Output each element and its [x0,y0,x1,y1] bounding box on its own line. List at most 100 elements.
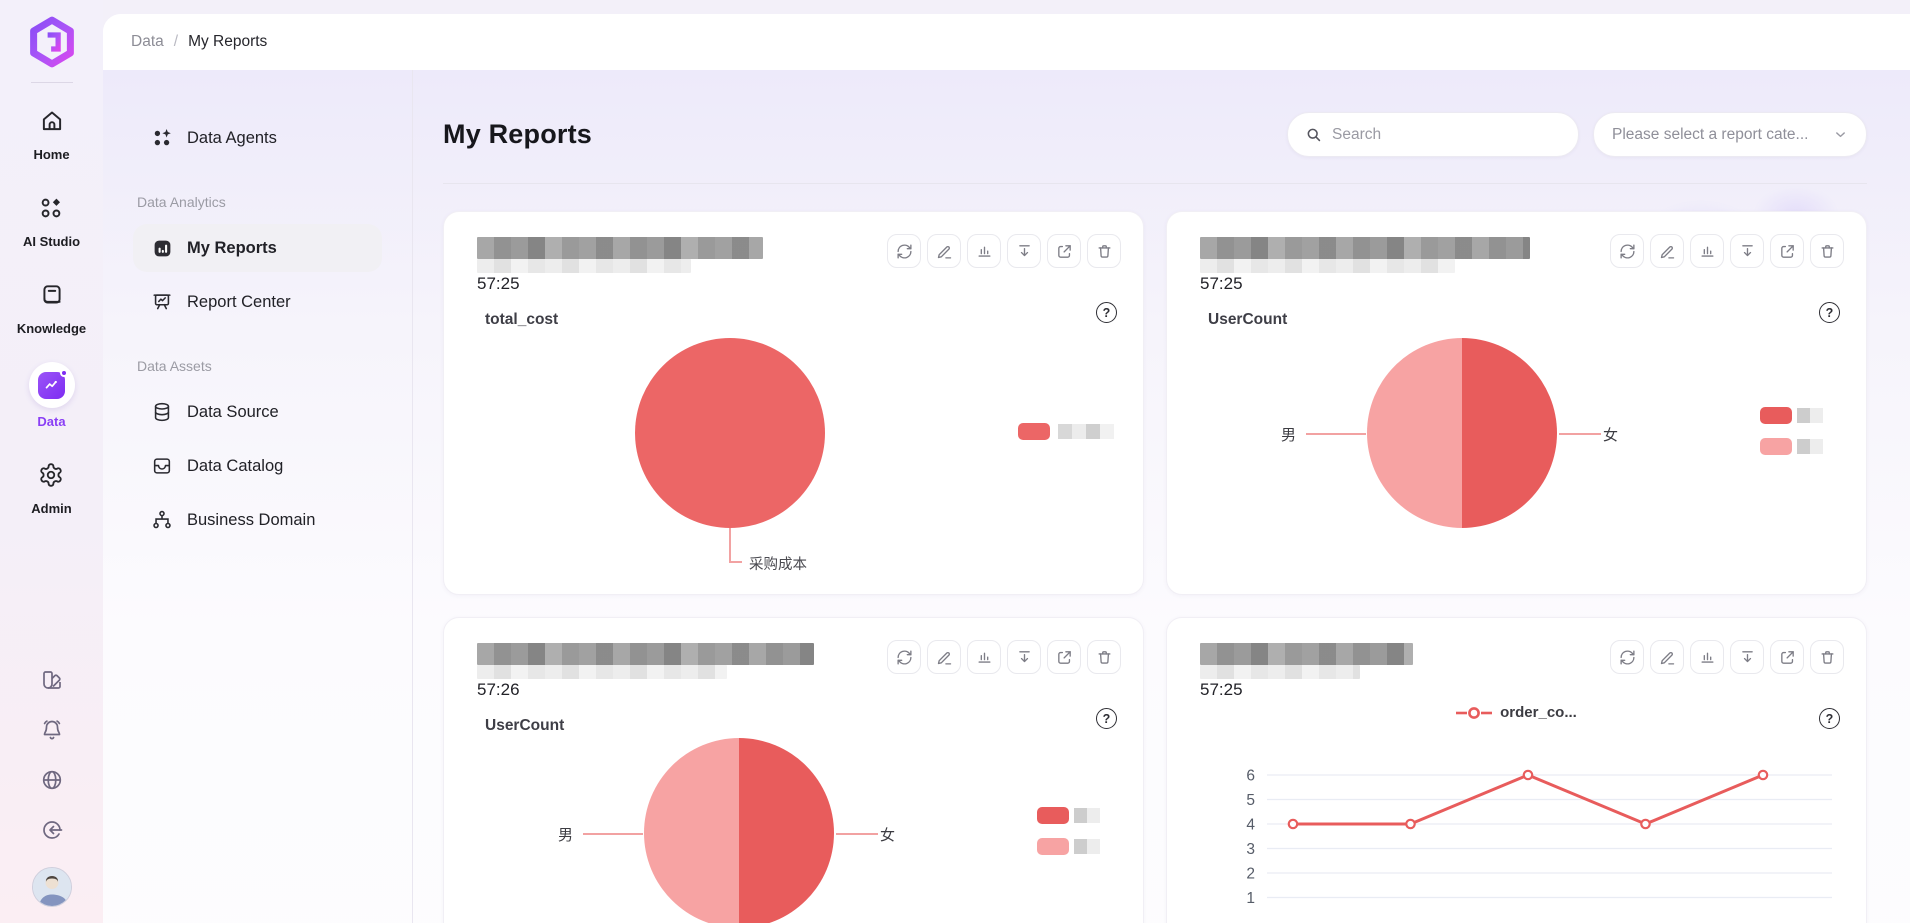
download-button[interactable] [1007,640,1041,674]
help-icon[interactable]: ? [1096,302,1117,323]
sidebar-item-business-domain[interactable]: Business Domain [133,496,382,544]
report-timestamp: 57:25 [1200,680,1243,699]
chart-type-button[interactable] [967,234,1001,268]
gear-icon [31,455,71,495]
delete-button[interactable] [1087,640,1121,674]
chart-type-button[interactable] [1690,640,1724,674]
chart-type-button[interactable] [1690,234,1724,268]
theme-palette-icon[interactable] [39,667,65,693]
card-actions [1610,234,1844,268]
rail-item-ai-studio[interactable]: AI Studio [23,188,80,249]
open-external-button[interactable] [1770,640,1804,674]
chart-title: UserCount [1208,311,1288,328]
section-label-data-assets: Data Assets [137,358,212,374]
line-chart-legend[interactable]: order_co... [1167,704,1866,721]
pie-leader-line [583,833,643,835]
help-icon[interactable]: ? [1819,708,1840,729]
card-actions [887,234,1121,268]
data-chart-icon [28,362,75,408]
rail-item-label: Home [33,147,70,162]
header-divider [443,183,1867,184]
edit-button[interactable] [927,234,961,268]
breadcrumb-current: My Reports [188,33,268,50]
rail-item-admin[interactable]: Admin [31,455,72,516]
select-placeholder: Please select a report cate... [1612,125,1809,143]
language-globe-icon[interactable] [39,767,65,793]
redacted-legend-label [1074,808,1100,823]
sidebar-item-label: Data Agents [187,128,277,147]
app-logo[interactable] [22,12,82,72]
sidebar-item-data-source[interactable]: Data Source [133,388,382,436]
sidebar-item-label: Data Source [187,402,279,421]
report-center-icon [151,291,173,313]
rail-divider [30,82,73,83]
refresh-button[interactable] [1610,234,1644,268]
redacted-legend-label [1797,439,1823,454]
chart-legend[interactable] [1018,423,1114,440]
pie-leader-line [1559,433,1601,435]
legend-swatch [1018,423,1050,440]
report-card-usercount-1[interactable]: 57:25 ? UserCount 男 女 [1166,211,1867,595]
chart-legend[interactable] [1037,807,1100,855]
svg-text:1: 1 [1246,890,1255,907]
edit-button[interactable] [1650,640,1684,674]
search-input[interactable] [1332,125,1562,144]
sidebar-item-label: My Reports [187,238,277,257]
secondary-sidebar: Data Agents Data Analytics My Reports Re… [103,70,413,923]
search-icon [1304,125,1323,144]
chart-type-button[interactable] [967,640,1001,674]
report-category-select[interactable]: Please select a report cate... [1593,112,1867,157]
section-label-data-analytics: Data Analytics [137,194,226,210]
pie-chart-total-cost[interactable] [635,338,825,528]
user-avatar[interactable] [31,867,72,907]
redacted-legend-label [1797,408,1823,423]
download-button[interactable] [1730,640,1764,674]
pie-slice-label: 男 [558,827,574,844]
download-button[interactable] [1730,234,1764,268]
refresh-button[interactable] [1610,640,1644,674]
sidebar-item-report-center[interactable]: Report Center [133,278,382,326]
rail-item-home[interactable]: Home [32,101,72,162]
line-chart[interactable]: 6 5 4 3 2 1 [1191,758,1851,923]
help-icon[interactable]: ? [1819,302,1840,323]
rail-item-data[interactable]: Data [28,362,75,429]
delete-button[interactable] [1810,640,1844,674]
redacted-legend-label [1074,839,1100,854]
line-series-marker-icon [1456,706,1493,719]
open-external-button[interactable] [1770,234,1804,268]
sidebar-item-my-reports[interactable]: My Reports [133,224,382,272]
refresh-button[interactable] [887,234,921,268]
report-card-total-cost[interactable]: 57:25 ? total_cost 采购成本 [443,211,1144,595]
svg-text:3: 3 [1246,841,1255,858]
download-button[interactable] [1007,234,1041,268]
legend-swatch [1037,838,1069,855]
notifications-bell-icon[interactable] [39,717,65,743]
open-external-button[interactable] [1047,640,1081,674]
sidebar-item-data-agents[interactable]: Data Agents [133,114,382,162]
chart-legend[interactable] [1760,407,1823,455]
delete-button[interactable] [1810,234,1844,268]
sidebar-item-data-catalog[interactable]: Data Catalog [133,442,382,490]
logo-cube-icon [29,16,74,68]
svg-text:4: 4 [1246,817,1255,834]
rail-item-label: AI Studio [22,234,81,249]
rail-item-knowledge[interactable]: Knowledge [17,275,86,336]
refresh-button[interactable] [887,640,921,674]
pie-chart-usercount[interactable] [644,738,834,923]
help-icon[interactable]: ? [1096,708,1117,729]
edit-button[interactable] [1650,234,1684,268]
report-card-usercount-2[interactable]: 57:26 ? UserCount 男 女 [443,617,1144,923]
redacted-legend-label [1058,424,1114,439]
logout-icon[interactable] [39,817,65,843]
report-card-order-count[interactable]: 57:25 ? order_co... 6 5 4 3 2 1 [1166,617,1867,923]
open-external-button[interactable] [1047,234,1081,268]
pie-chart-usercount[interactable] [1367,338,1557,528]
breadcrumb-parent[interactable]: Data [131,33,164,50]
report-cards-grid: 57:25 ? total_cost 采购成本 [443,211,1910,923]
card-actions [887,640,1121,674]
rail-item-label: Data [37,414,66,429]
chart-title: total_cost [485,311,559,328]
edit-button[interactable] [927,640,961,674]
delete-button[interactable] [1087,234,1121,268]
